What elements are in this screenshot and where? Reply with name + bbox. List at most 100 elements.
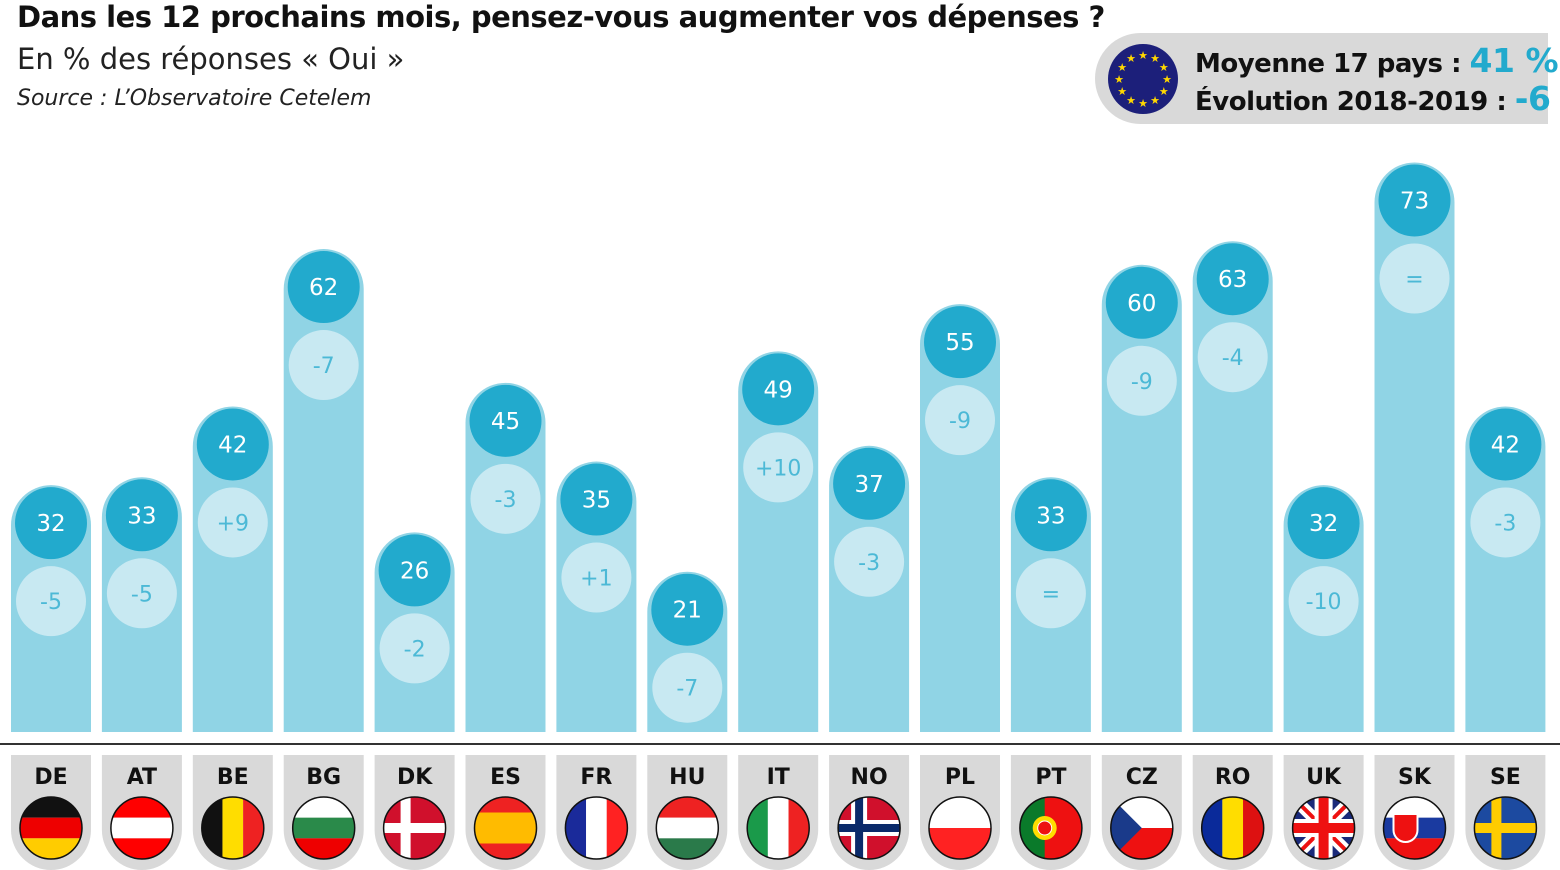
value-circle bbox=[833, 447, 906, 520]
eu-star: ★ bbox=[1162, 73, 1172, 86]
evolution-value: -6 bbox=[1514, 79, 1551, 118]
value-label: 63 bbox=[1218, 267, 1247, 293]
eu-star: ★ bbox=[1126, 94, 1136, 107]
bar-group-fr: 35 +1 FR bbox=[556, 461, 637, 870]
pt-flag-icon bbox=[1019, 797, 1082, 859]
flag-outline bbox=[201, 796, 265, 860]
country-code: RO bbox=[1215, 765, 1251, 790]
value-label: 60 bbox=[1127, 291, 1156, 317]
ro-flag-icon bbox=[1201, 797, 1264, 859]
se-flag-icon bbox=[1474, 797, 1537, 859]
change-label: +1 bbox=[580, 567, 612, 592]
flag-outline bbox=[1473, 796, 1538, 860]
fr-flag-icon bbox=[565, 797, 628, 859]
country-code: DK bbox=[397, 765, 433, 790]
chart-source: Source : L’Observatoire Cetelem bbox=[17, 86, 372, 111]
bar-group-hu: 21 -7 HU bbox=[647, 571, 728, 870]
value-circle bbox=[15, 487, 87, 560]
dk-flag-icon bbox=[383, 797, 446, 859]
bar-group-dk: 26 -2 DK bbox=[374, 532, 455, 870]
value-circle bbox=[560, 463, 633, 536]
change-circle bbox=[561, 542, 632, 613]
es-flag-icon bbox=[474, 797, 537, 859]
change-circle bbox=[288, 330, 359, 401]
bar-group-pl: 55 -9 PL bbox=[920, 304, 1000, 870]
change-circle bbox=[1470, 487, 1541, 558]
bar-group-ro: 63 -4 RO bbox=[1192, 241, 1273, 870]
value-label: 49 bbox=[764, 377, 793, 403]
country-code: NO bbox=[851, 765, 888, 790]
sk-flag-icon bbox=[1383, 797, 1446, 859]
change-circle bbox=[106, 558, 177, 629]
flag-outline bbox=[110, 796, 174, 860]
eu-flag-icon: ★ ★★★★★★★★★★★ bbox=[1108, 44, 1178, 114]
change-label: -10 bbox=[1306, 590, 1342, 615]
country-code: PT bbox=[1035, 765, 1066, 790]
country-code: BG bbox=[306, 765, 341, 790]
bar-group-uk: 32 -10 UK bbox=[1283, 485, 1364, 870]
value-circle bbox=[1469, 408, 1542, 481]
value-circle bbox=[1196, 243, 1269, 316]
flag-outline bbox=[564, 796, 629, 860]
value-label: 45 bbox=[491, 409, 520, 435]
value-label: 32 bbox=[36, 511, 65, 537]
de-flag-icon bbox=[20, 797, 82, 859]
change-circle bbox=[743, 432, 814, 503]
value-circle bbox=[651, 573, 724, 646]
bar-group-de: 32 -5 DE bbox=[11, 485, 91, 870]
flag-outline bbox=[382, 796, 447, 860]
evolution-line: Évolution 2018-2019 : -6 bbox=[1195, 79, 1551, 118]
eu-star: ★ bbox=[1114, 73, 1124, 86]
country-code: BE bbox=[217, 765, 249, 790]
change-label: = bbox=[1405, 267, 1423, 292]
eu-star: ★ bbox=[1150, 94, 1160, 107]
change-circle bbox=[1288, 566, 1359, 637]
value-label: 21 bbox=[673, 598, 702, 624]
bar-group-at: 33 -5 AT bbox=[101, 477, 182, 870]
average-line: Moyenne 17 pays : 41 % bbox=[1195, 41, 1559, 80]
change-circle bbox=[197, 487, 268, 558]
value-circle bbox=[1378, 164, 1451, 237]
change-label: -4 bbox=[1222, 346, 1244, 371]
change-circle bbox=[1379, 243, 1450, 314]
country-code: ES bbox=[490, 765, 521, 790]
value-label: 26 bbox=[400, 558, 429, 584]
change-label: -2 bbox=[404, 637, 426, 662]
bar bbox=[1465, 406, 1546, 732]
it-flag-icon bbox=[747, 797, 810, 859]
eu-star: ★ bbox=[1159, 61, 1169, 74]
change-label: -7 bbox=[313, 354, 335, 379]
value-label: 37 bbox=[854, 472, 883, 498]
value-circle bbox=[1014, 479, 1087, 552]
value-label: 73 bbox=[1400, 188, 1429, 214]
flag-outline bbox=[473, 796, 538, 860]
bar-group-sk: 73 = SK bbox=[1374, 162, 1455, 870]
change-circle bbox=[925, 385, 995, 456]
flag-outline bbox=[1382, 796, 1447, 860]
bar-group-bg: 62 -7 BG bbox=[283, 249, 364, 870]
change-circle bbox=[834, 526, 905, 597]
value-label: 62 bbox=[309, 275, 338, 301]
change-circle bbox=[1015, 558, 1086, 629]
eu-star: ★ bbox=[1150, 52, 1160, 65]
change-circle bbox=[1197, 322, 1268, 393]
flag-outline bbox=[837, 796, 901, 860]
value-circle bbox=[1287, 487, 1360, 560]
change-circle bbox=[1106, 345, 1177, 416]
value-circle bbox=[287, 251, 360, 324]
eu-flag-background bbox=[1108, 44, 1178, 114]
value-circle bbox=[196, 408, 269, 481]
hu-flag-icon bbox=[656, 797, 719, 859]
flag-outline bbox=[928, 796, 992, 860]
bar-group-se: 42 -3 SE bbox=[1465, 406, 1546, 870]
bg-flag-icon bbox=[292, 797, 355, 859]
eu-star: ★ bbox=[1138, 49, 1148, 62]
country-code: DE bbox=[34, 765, 67, 790]
value-circle bbox=[105, 479, 178, 552]
change-label: +10 bbox=[755, 456, 801, 481]
value-circle bbox=[924, 306, 996, 379]
flag-outline bbox=[746, 796, 810, 860]
country-code: IT bbox=[767, 765, 790, 790]
average-value: 41 % bbox=[1469, 41, 1559, 80]
